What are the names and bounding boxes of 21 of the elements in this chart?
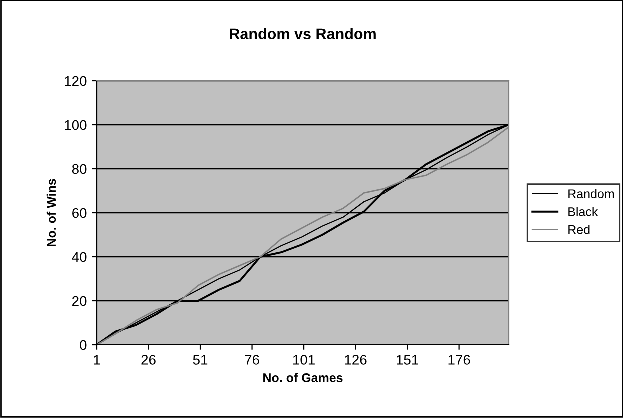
x-tick-label: 76: [245, 355, 260, 365]
y-tick-label: 40: [72, 252, 87, 262]
legend-label: Random: [568, 189, 614, 198]
legend-label: Red: [568, 225, 590, 234]
x-tick-label: 151: [397, 355, 418, 365]
legend-label: Black: [568, 207, 598, 216]
y-tick-label: 80: [72, 164, 87, 174]
y-tick-label: 60: [72, 208, 87, 218]
y-tick-label: 0: [80, 340, 87, 350]
chart-title: Random vs Random: [230, 28, 376, 40]
x-tick-label: 26: [142, 355, 156, 365]
x-tick-label: 51: [193, 355, 208, 365]
x-tick-label: 101: [294, 355, 315, 365]
x-tick-label: 1: [94, 355, 100, 365]
x-axis-title: No. of Games: [264, 373, 343, 382]
y-tick-label: 20: [72, 296, 87, 306]
x-tick-label: 176: [448, 355, 470, 365]
x-tick-label: 126: [345, 355, 367, 365]
y-tick-label: 100: [65, 120, 87, 130]
y-tick-label: 120: [65, 76, 87, 86]
y-axis-title: No. of Wins: [46, 179, 56, 246]
